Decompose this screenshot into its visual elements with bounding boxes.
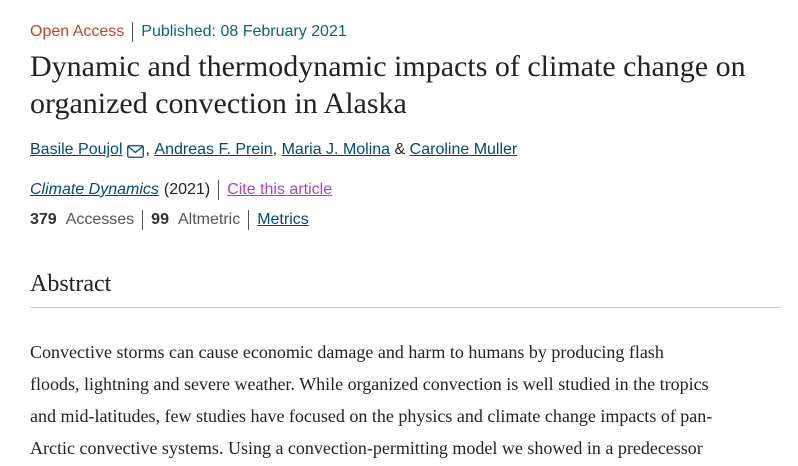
altmetric-label: Altmetric <box>177 211 241 228</box>
publication-year: (2021) <box>163 181 211 198</box>
abstract-text: Convective storms can cause economic dam… <box>30 336 790 464</box>
citation-separator <box>218 180 220 200</box>
published-date: Published: 08 February 2021 <box>141 23 347 40</box>
meta-separator <box>132 22 134 42</box>
article-meta: Open Access Published: 08 February 2021 <box>30 22 347 42</box>
author-link-maria-molina[interactable]: Maria J. Molina <box>281 141 391 158</box>
abstract-line: Arctic convective systems. Using a conve… <box>30 438 703 458</box>
accesses-label: Accesses <box>65 211 135 228</box>
author-separator: , <box>272 141 278 158</box>
author-link-basile-poujol[interactable]: Basile Poujol <box>30 141 123 158</box>
author-list: Basile Poujol , Andreas F. Prein, Maria … <box>30 140 517 160</box>
mail-icon[interactable] <box>126 144 144 158</box>
author-separator: & <box>394 141 406 158</box>
abstract-heading: Abstract <box>30 271 112 297</box>
metrics-row: 379 Accesses 99 Altmetric Metrics <box>30 210 309 230</box>
abstract-line: floods, lightning and severe weather. Wh… <box>30 374 709 394</box>
metrics-separator <box>142 210 144 230</box>
altmetric-count: 99 <box>151 211 169 228</box>
open-access-badge: Open Access <box>30 23 125 40</box>
section-divider <box>30 307 781 308</box>
author-separator: , <box>145 141 150 158</box>
abstract-line: Convective storms can cause economic dam… <box>30 342 664 362</box>
citation-row: Climate Dynamics (2021) Cite this articl… <box>30 180 332 200</box>
article-title: Dynamic and thermodynamic impacts of cli… <box>30 50 746 120</box>
metrics-link[interactable]: Metrics <box>257 211 309 228</box>
accesses-count: 379 <box>30 211 57 228</box>
cite-article-link[interactable]: Cite this article <box>227 181 333 198</box>
journal-link[interactable]: Climate Dynamics <box>30 181 159 198</box>
author-link-caroline-muller[interactable]: Caroline Muller <box>409 141 518 158</box>
author-link-andreas-prein[interactable]: Andreas F. Prein <box>154 141 273 158</box>
abstract-line: and mid-latitudes, few studies have focu… <box>30 406 713 426</box>
metrics-separator <box>248 210 250 230</box>
